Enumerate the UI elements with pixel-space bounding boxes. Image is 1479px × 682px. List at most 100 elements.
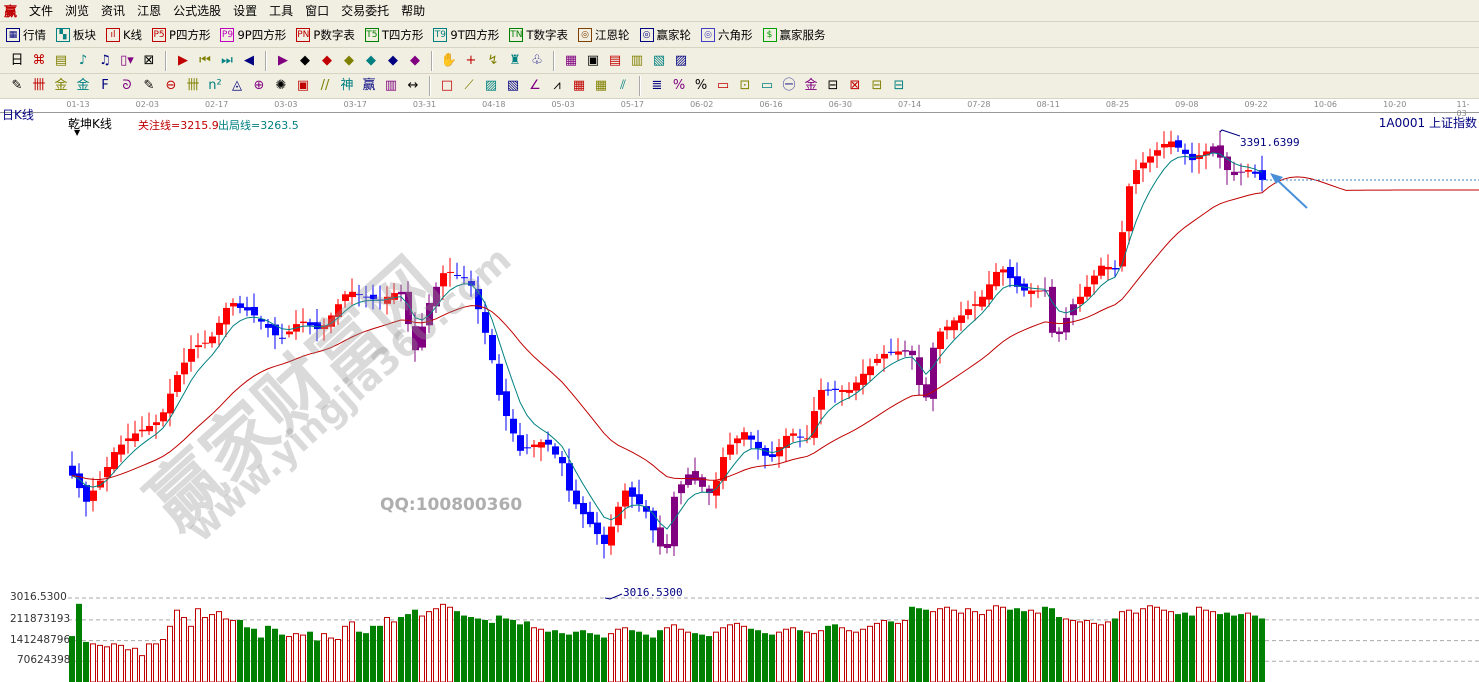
- menu-item[interactable]: 文件: [29, 4, 54, 18]
- tool-icon[interactable]: ◆: [366, 52, 376, 68]
- tool-icon[interactable]: ▥: [630, 52, 644, 68]
- tool-icon[interactable]: ◆: [322, 52, 332, 68]
- tool-icon[interactable]: ▭: [716, 78, 730, 93]
- tool-icon[interactable]: ≣: [651, 78, 663, 93]
- tool-icon[interactable]: ⊟: [893, 78, 905, 93]
- tool-icon[interactable]: ◆: [388, 52, 398, 68]
- tool-icon[interactable]: ▶: [278, 52, 288, 68]
- tool-icon[interactable]: ⏭: [221, 52, 233, 68]
- tool-icon[interactable]: ▧: [652, 52, 666, 68]
- tool-icon[interactable]: ▨: [674, 52, 688, 68]
- tool-icon[interactable]: ⊠: [849, 78, 861, 93]
- tool-icon[interactable]: ♫: [99, 52, 111, 68]
- toolbar-button[interactable]: P5 P四方形: [152, 27, 210, 43]
- menu-item[interactable]: 浏览: [65, 4, 90, 18]
- tool-icon[interactable]: 神: [340, 78, 354, 93]
- tool-icon[interactable]: ♪: [78, 52, 88, 68]
- date-tick: 08-25: [1105, 100, 1130, 109]
- tool-icon[interactable]: //: [320, 78, 330, 93]
- menu-item[interactable]: 公式选股: [173, 4, 222, 18]
- tool-icon[interactable]: □: [440, 78, 454, 93]
- tool-icon[interactable]: ◆: [410, 52, 420, 68]
- tool-icon[interactable]: ♧: [531, 52, 543, 68]
- tool-icon[interactable]: ⊠: [143, 52, 155, 68]
- date-tick: 05-03: [551, 100, 575, 109]
- tool-icon[interactable]: 卌: [32, 78, 46, 93]
- toolbar-button[interactable]: ▚ 板块: [56, 27, 96, 43]
- tool-icon[interactable]: ⊕: [253, 78, 265, 93]
- tool-icon[interactable]: ▤: [54, 52, 68, 68]
- tool-icon[interactable]: %: [672, 78, 686, 93]
- toolbar-button[interactable]: P9 9P四方形: [220, 27, 286, 43]
- menu-item[interactable]: 江恩: [137, 4, 162, 18]
- tool-icon[interactable]: ▣: [586, 52, 600, 68]
- tool-icon[interactable]: ✺: [275, 78, 287, 93]
- tool-icon[interactable]: 金: [54, 78, 68, 93]
- tool-icon[interactable]: ◆: [300, 52, 310, 68]
- tool-icon[interactable]: F: [101, 78, 109, 93]
- menu-item[interactable]: 帮助: [401, 4, 426, 18]
- candle-body: [1217, 145, 1224, 158]
- tool-icon[interactable]: ▭: [760, 78, 774, 93]
- tool-icon[interactable]: ▨: [484, 78, 498, 93]
- toolbar-button[interactable]: $ 赢家服务: [762, 27, 826, 43]
- menu-item[interactable]: 资讯: [101, 4, 126, 18]
- tool-icon[interactable]: 金: [76, 78, 90, 93]
- toolbar-button[interactable]: ıl K线: [106, 27, 142, 43]
- toolbar-button[interactable]: TN T数字表: [509, 27, 568, 43]
- tool-icon[interactable]: %: [694, 78, 708, 93]
- tool-icon[interactable]: ▧: [506, 78, 520, 93]
- tool-icon[interactable]: ⊡: [739, 78, 751, 93]
- toolbar-button[interactable]: PN P数字表: [296, 27, 355, 43]
- tool-icon[interactable]: ▦: [594, 78, 608, 93]
- tool-icon[interactable]: ↯: [487, 52, 499, 68]
- tool-icon[interactable]: ♜: [509, 52, 521, 68]
- tool-icon[interactable]: ⏮: [199, 52, 211, 68]
- toolbar-button[interactable]: T9 9T四方形: [433, 27, 499, 43]
- toolbar-button[interactable]: ◎ 赢家轮: [639, 27, 691, 43]
- tool-icon[interactable]: +: [465, 52, 477, 68]
- tool-icon[interactable]: ⩘: [553, 78, 561, 93]
- tool-icon[interactable]: 赢: [362, 78, 376, 93]
- tool-icon[interactable]: ⊟: [871, 78, 883, 93]
- tool-icon[interactable]: ✎: [11, 78, 23, 93]
- tool-icon[interactable]: ▯▾: [120, 52, 134, 68]
- tool-icon[interactable]: ⊖: [165, 78, 177, 93]
- toolbar-button[interactable]: ▦ 行情: [6, 27, 46, 43]
- tool-icon[interactable]: ᘐ: [122, 78, 132, 93]
- toolbar-button[interactable]: ◎ 江恩轮: [578, 27, 630, 43]
- period-label[interactable]: 日K线: [2, 108, 34, 122]
- menu-item[interactable]: 窗口: [305, 4, 330, 18]
- tool-icon[interactable]: ⫽: [620, 78, 626, 93]
- tool-icon[interactable]: ✋: [440, 52, 458, 68]
- tool-icon[interactable]: ✎: [143, 78, 155, 93]
- tool-icon[interactable]: ◀: [244, 52, 254, 68]
- tool-icon[interactable]: ∠: [529, 78, 541, 93]
- tool-icon[interactable]: ↔: [407, 78, 419, 93]
- tool-icon[interactable]: ⟋: [464, 78, 474, 93]
- tool-icon[interactable]: n²: [208, 78, 222, 93]
- volume-bar: [853, 631, 859, 682]
- tool-icon[interactable]: ▶: [178, 52, 188, 68]
- tool-icon[interactable]: ▣: [296, 78, 310, 93]
- tool-icon[interactable]: ▤: [608, 52, 622, 68]
- tool-icon[interactable]: ▥: [384, 78, 398, 93]
- indicator-name[interactable]: 乾坤K线: [68, 117, 112, 131]
- toolbar-button[interactable]: T5 T四方形: [364, 27, 423, 43]
- menu-item[interactable]: 交易委托: [341, 4, 390, 18]
- menu-item[interactable]: 工具: [269, 4, 294, 18]
- tool-icon[interactable]: ◆: [344, 52, 354, 68]
- tool-icon[interactable]: 卌: [186, 78, 200, 93]
- tool-icon[interactable]: ㊀: [782, 78, 796, 93]
- tool-icon[interactable]: ▦: [572, 78, 586, 93]
- indicator-dropdown-icon[interactable]: ▼: [74, 128, 81, 137]
- tool-icon[interactable]: ▦: [564, 52, 578, 68]
- tool-icon[interactable]: ◬: [232, 78, 242, 93]
- toolbar-button[interactable]: ◎ 六角形: [701, 27, 753, 43]
- tool-icon[interactable]: ⊟: [827, 78, 839, 93]
- tool-icon[interactable]: 金: [804, 78, 818, 93]
- tool-icon[interactable]: ⌘: [32, 52, 46, 68]
- menu-item[interactable]: 设置: [233, 4, 258, 18]
- candle-body: [937, 331, 944, 350]
